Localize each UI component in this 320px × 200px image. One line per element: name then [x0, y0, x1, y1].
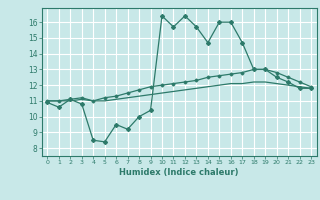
X-axis label: Humidex (Indice chaleur): Humidex (Indice chaleur) — [119, 168, 239, 177]
